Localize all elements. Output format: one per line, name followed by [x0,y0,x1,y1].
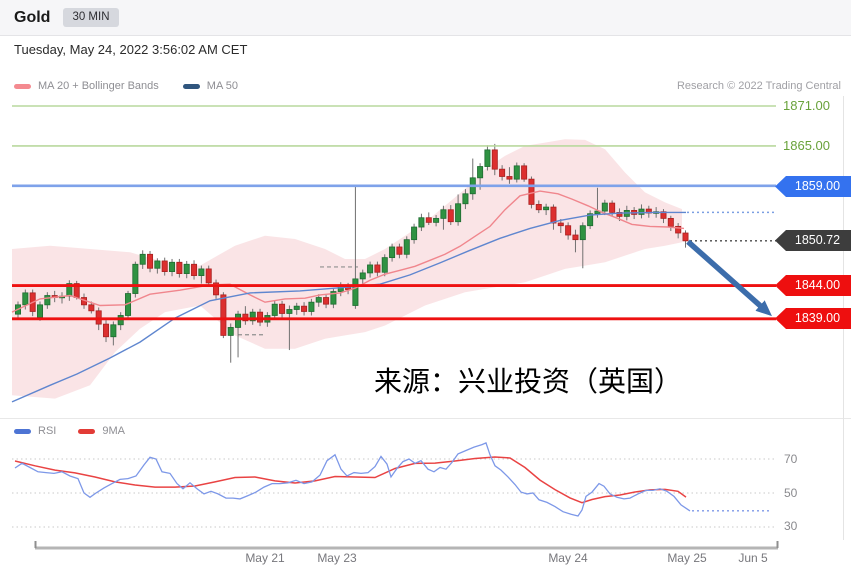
legend-label: RSI [38,425,57,437]
price-badge-resistance-1859: 1859.00 [775,176,851,197]
main-chart-legend: MA 20 + Bollinger Bands MA 50 [14,80,238,92]
legend-label: 9MA [102,425,125,437]
x-axis-label-may21: May 21 [245,551,285,565]
time-scrollbar[interactable] [30,540,785,554]
legend-item-ma20-bollinger: MA 20 + Bollinger Bands [14,80,159,92]
9ma-swatch-icon [78,428,96,434]
legend-label: MA 20 + Bollinger Bands [38,80,159,92]
instrument-title: Gold [14,8,51,26]
datetime-text: Tuesday, May 24, 2022 3:56:02 AM CET [14,42,248,57]
legend-item-rsi: RSI [14,425,56,437]
price-badge-support-1844: 1844.00 [775,275,851,296]
price-level-label-1871: 1871.00 [783,98,830,113]
price-badge-last-price: 1850.72 [775,230,851,251]
price-level-label-1865: 1865.00 [783,138,830,153]
rsi-swatch-icon [14,428,31,434]
watermark-text: 来源：兴业投资（英国） [374,365,683,398]
ma50-swatch-icon [182,83,200,89]
research-credit: Research © 2022 Trading Central [676,80,841,92]
x-axis-label-jun5: Jun 5 [738,551,768,565]
rsi-legend: RSI 9MA [14,425,125,437]
header-bar: Gold 30 MIN [0,0,851,36]
rsi-level-label-50: 50 [784,486,798,500]
x-axis-label-may24: May 24 [548,551,588,565]
price-badge-support-1839: 1839.00 [775,308,851,329]
legend-item-ma50: MA 50 [182,80,238,92]
rsi-level-label-30: 30 [784,519,798,533]
x-axis-label-may25: May 25 [667,551,707,565]
ma20-bollinger-swatch-icon [14,83,31,89]
legend-item-9ma: 9MA [78,425,125,437]
timeframe-badge: 30 MIN [63,7,119,28]
rsi-level-label-70: 70 [784,452,798,466]
x-axis-label-may23: May 23 [317,551,357,565]
legend-label: MA 50 [206,80,238,92]
